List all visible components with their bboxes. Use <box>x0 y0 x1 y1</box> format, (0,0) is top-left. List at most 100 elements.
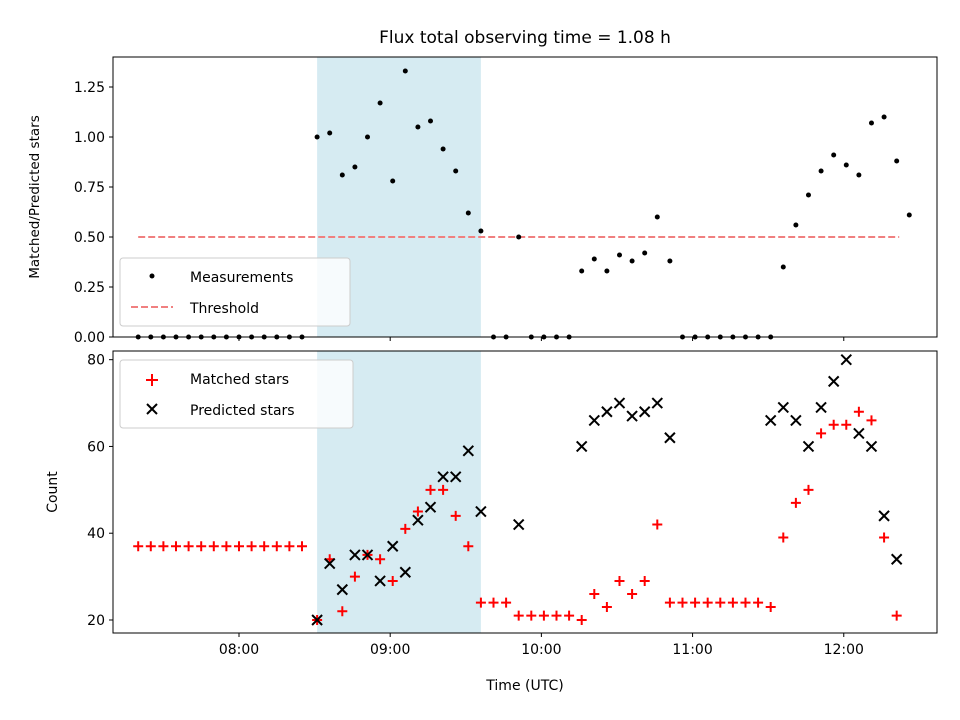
legend-matched-marker <box>146 374 158 386</box>
matched-star-point <box>259 541 270 552</box>
predicted-star-point <box>324 557 336 570</box>
matched-star-point <box>551 610 562 621</box>
matched-star-point <box>526 610 537 621</box>
predicted-star-point <box>311 614 323 626</box>
predicted-star-point <box>853 427 865 440</box>
matched-star-point <box>375 554 386 565</box>
matched-star-point <box>664 597 675 608</box>
measurement-point <box>805 192 811 198</box>
matched-star-point <box>349 571 360 582</box>
matched-star-point <box>564 610 575 621</box>
matched-star-point <box>639 575 650 586</box>
predicted-star-point <box>865 440 878 453</box>
y-tick-label: 0.25 <box>74 280 105 296</box>
measurement-point <box>390 178 396 184</box>
predicted-star-point <box>890 553 903 565</box>
matched-star-point <box>450 510 461 521</box>
ratio-legend-box <box>119 257 351 327</box>
measurement-point <box>843 162 849 168</box>
measurement-points <box>135 68 912 340</box>
predicted-star-point <box>777 401 789 414</box>
matched-star-point <box>438 484 449 495</box>
predicted-star-point <box>575 440 588 453</box>
matched-star-point <box>816 428 827 439</box>
legend-predicted-label: Predicted stars <box>190 403 295 419</box>
measurement-point <box>642 250 648 256</box>
measurement-point <box>440 146 446 152</box>
measurement-point <box>856 172 862 178</box>
matched-star-point <box>501 597 512 608</box>
predicted-star-point <box>336 583 349 596</box>
measurement-point <box>818 168 824 174</box>
matched-star-point <box>841 419 852 430</box>
measurement-point <box>868 120 874 126</box>
matched-star-point <box>513 610 524 621</box>
legend-matched-label: Matched stars <box>190 372 289 388</box>
predicted-star-point <box>349 549 361 561</box>
matched-star-point <box>183 541 194 552</box>
measurement-point <box>881 114 887 120</box>
measurement-point <box>616 252 622 258</box>
matched-star-point <box>828 419 839 430</box>
predicted-star-point <box>613 397 626 409</box>
matched-star-point <box>677 597 688 608</box>
measurement-point <box>906 212 912 218</box>
matched-star-point <box>208 541 219 552</box>
y-tick-label: 0.00 <box>74 330 105 346</box>
measurement-point <box>453 168 459 174</box>
matched-star-point <box>702 597 713 608</box>
matched-star-point <box>170 541 181 552</box>
matched-star-point <box>145 541 156 552</box>
legend-threshold-label: Threshold <box>189 301 259 317</box>
matched-star-point <box>284 541 295 552</box>
matched-star-point <box>412 506 423 517</box>
predicted-star-point <box>449 471 462 483</box>
count-panel-frame <box>112 350 938 634</box>
predicted-star-point <box>462 445 475 457</box>
count-panel: 20 40 60 80 08:00 09:00 10:00 11:00 12:00 Time … <box>45 350 938 694</box>
matched-star-point <box>233 541 244 552</box>
predicted-star-point <box>475 505 487 518</box>
matched-star-point <box>463 541 474 552</box>
x-tick-label: 09:00 <box>370 642 410 658</box>
count-y-ticks: 20 40 60 80 <box>87 353 113 629</box>
x-tick-label: 10:00 <box>521 642 561 658</box>
matched-star-point <box>576 614 587 625</box>
matched-star-point <box>790 497 801 508</box>
matched-star-point <box>387 575 398 586</box>
measurement-point <box>314 134 320 140</box>
predicted-star-point <box>601 406 613 418</box>
ratio-y-axis-label: Matched/Predicted stars <box>27 115 43 278</box>
measurement-point <box>327 130 333 136</box>
measurement-point <box>377 100 383 106</box>
y-tick-label: 0.75 <box>74 180 105 196</box>
predicted-star-point <box>878 510 890 522</box>
matched-star-point <box>614 575 625 586</box>
predicted-star-point <box>790 414 802 427</box>
matched-star-point <box>271 541 282 552</box>
matched-star-point <box>727 597 738 608</box>
matched-star-point <box>196 541 207 552</box>
y-tick-label: 60 <box>87 439 105 455</box>
matched-star-point <box>627 588 638 599</box>
matched-star-point <box>296 541 307 552</box>
measurement-point <box>793 222 799 228</box>
count-x-ticks: 08:00 09:00 10:00 11:00 12:00 <box>219 633 864 658</box>
matched-star-point <box>891 610 902 621</box>
predicted-star-point <box>588 414 601 427</box>
matched-star-point <box>753 597 764 608</box>
matched-star-point <box>652 519 663 530</box>
matched-star-point <box>601 601 612 612</box>
y-tick-label: 1.00 <box>74 130 105 146</box>
ratio-panel-frame <box>112 56 938 338</box>
predicted-star-point <box>827 375 840 388</box>
matched-star-point <box>133 541 144 552</box>
matched-star-point <box>715 597 726 608</box>
matched-star-point <box>246 541 257 552</box>
measurement-point <box>667 258 673 264</box>
measurement-point <box>579 268 585 274</box>
ratio-y-ticks: 0.00 0.25 0.50 0.75 1.00 1.25 <box>74 80 113 346</box>
x-tick-label: 11:00 <box>672 642 712 658</box>
predicted-star-point <box>424 501 437 513</box>
measurement-point <box>365 134 371 140</box>
